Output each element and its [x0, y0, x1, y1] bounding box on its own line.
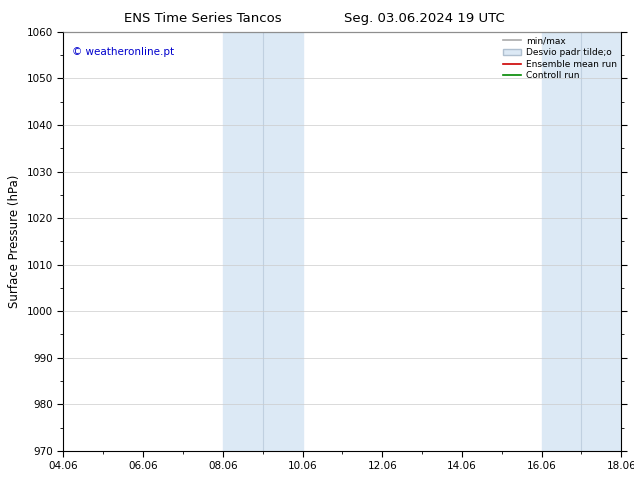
Y-axis label: Surface Pressure (hPa): Surface Pressure (hPa) — [8, 174, 21, 308]
Bar — [541, 32, 621, 451]
Text: © weatheronline.pt: © weatheronline.pt — [72, 47, 174, 56]
Legend: min/max, Desvio padr tilde;o, Ensemble mean run, Controll run: min/max, Desvio padr tilde;o, Ensemble m… — [503, 36, 617, 80]
Text: ENS Time Series Tancos: ENS Time Series Tancos — [124, 12, 281, 25]
Bar — [223, 32, 302, 451]
Text: Seg. 03.06.2024 19 UTC: Seg. 03.06.2024 19 UTC — [344, 12, 505, 25]
